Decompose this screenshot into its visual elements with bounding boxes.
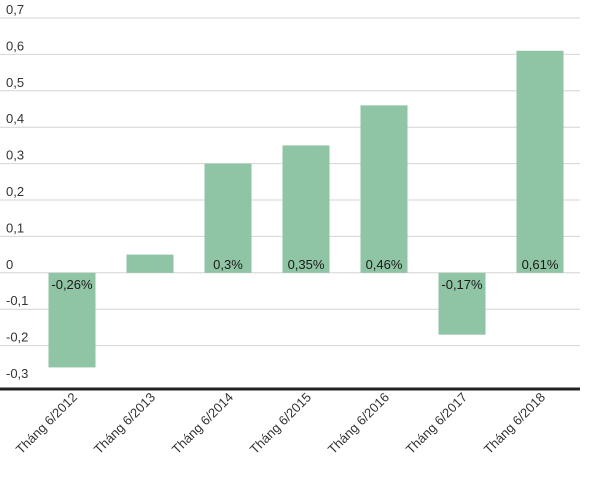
x-category-label: Tháng 6/2012 xyxy=(13,390,80,457)
x-category-label: Tháng 6/2014 xyxy=(169,390,236,457)
y-tick-label: 0,2 xyxy=(6,184,24,199)
bar xyxy=(282,145,330,273)
data-label: -0,26% xyxy=(51,277,93,292)
data-label: 0,3% xyxy=(213,257,243,272)
x-category-label: Tháng 6/2016 xyxy=(325,390,392,457)
y-tick-label: 0,1 xyxy=(6,220,24,235)
bar xyxy=(360,105,408,273)
y-tick-label: 0 xyxy=(6,257,13,272)
y-tick-label: -0,2 xyxy=(6,330,28,345)
bar xyxy=(438,272,486,335)
bar xyxy=(126,254,174,273)
y-axis-tick-labels: 0,7 0,6 0,5 0,4 0,3 0,2 0,1 0 -0,1 -0,2 -0,3 xyxy=(6,2,28,381)
bar xyxy=(516,50,564,273)
data-label: -0,17% xyxy=(441,277,483,292)
x-category-label: Tháng 6/2015 xyxy=(247,390,314,457)
y-tick-label: -0,3 xyxy=(6,366,28,381)
bar xyxy=(48,272,96,368)
x-category-label: Tháng 6/2018 xyxy=(481,390,548,457)
x-category-label: Tháng 6/2017 xyxy=(403,390,470,457)
y-tick-label: 0,5 xyxy=(6,75,24,90)
y-tick-label: 0,6 xyxy=(6,38,24,53)
bar xyxy=(204,163,252,273)
data-label: 0,61% xyxy=(522,257,559,272)
y-tick-label: 0,4 xyxy=(6,111,24,126)
data-label: 0,46% xyxy=(366,257,403,272)
y-tick-label: -0,1 xyxy=(6,293,28,308)
x-category-label: Tháng 6/2013 xyxy=(91,390,158,457)
data-labels: -0,26% 0,3% 0,35% 0,46% -0,17% 0,61% xyxy=(51,257,558,292)
y-tick-label: 0,3 xyxy=(6,148,24,163)
data-label: 0,35% xyxy=(288,257,325,272)
x-axis-category-labels: Tháng 6/2012 Tháng 6/2013 Tháng 6/2014 Thán… xyxy=(13,390,548,457)
bars xyxy=(48,50,564,368)
y-tick-label: 0,7 xyxy=(6,2,24,17)
